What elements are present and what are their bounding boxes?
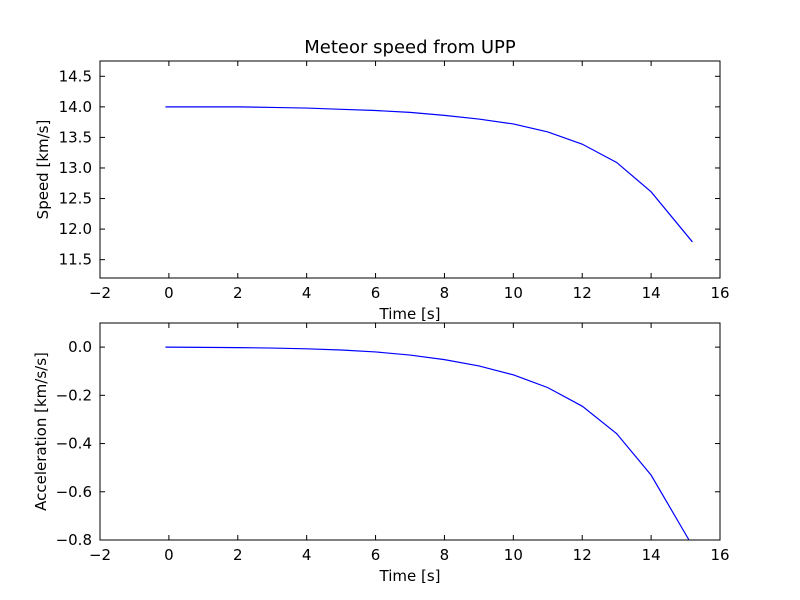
chart1-x-tick-label: 12 [573,284,592,302]
chart1-x-tick-label: 6 [371,284,381,302]
chart2-x-tick-label: 0 [164,546,174,564]
chart1-x-tick-label: 8 [440,284,450,302]
chart2-x-tick-label: 6 [371,546,381,564]
chart1-x-tick-label: −2 [89,284,111,302]
chart2-x-tick-label: 8 [440,546,450,564]
chart2-y-tick-label: −0.8 [56,531,92,549]
chart2-y-tick-label: 0.0 [68,338,92,356]
chart1-x-tick-label: 2 [233,284,243,302]
chart1-y-axis-label: Speed [km/s] [34,120,52,220]
chart2-x-tick-label: 12 [573,546,592,564]
chart2-x-tick-label: −2 [89,546,111,564]
chart2-x-tick-label: 14 [642,546,661,564]
chart2-x-tick-label: 10 [504,546,523,564]
chart1-y-tick-label: 14.0 [59,98,92,116]
chart2-y-tick-label: −0.6 [56,483,92,501]
chart1-y-tick-label: 11.5 [59,251,92,269]
chart2-series-1-line [165,346,690,541]
chart2-x-tick-label: 4 [302,546,312,564]
chart1-y-tick-label: 12.5 [59,190,92,208]
chart2-y-tick-label: −0.4 [56,435,92,453]
chart1-x-tick-label: 10 [504,284,523,302]
chart2-x-axis-label: Time [s] [379,567,441,585]
chart1-plot-frame [99,60,721,279]
chart1-title: Meteor speed from UPP [304,37,516,58]
chart1-y-tick-label: 13.0 [59,159,92,177]
chart2-x-tick-label: 2 [233,546,243,564]
chart1-series-1-line [165,106,693,243]
chart1-x-tick-label: 14 [642,284,661,302]
chart2-y-axis-label: Acceleration [km/s/s] [32,352,50,511]
chart1-x-tick-label: 0 [164,284,174,302]
chart1-y-tick-label: 14.5 [59,67,92,85]
chart1-y-tick-label: 13.5 [59,128,92,146]
chart2-y-tick-label: −0.2 [56,386,92,404]
chart2-x-tick-label: 16 [710,546,729,564]
chart1-x-tick-label: 4 [302,284,312,302]
chart1-y-tick-label: 12.0 [59,220,92,238]
chart2-plot-frame [99,322,721,541]
chart1-x-axis-label: Time [s] [379,305,441,323]
chart1-x-tick-label: 16 [710,284,729,302]
